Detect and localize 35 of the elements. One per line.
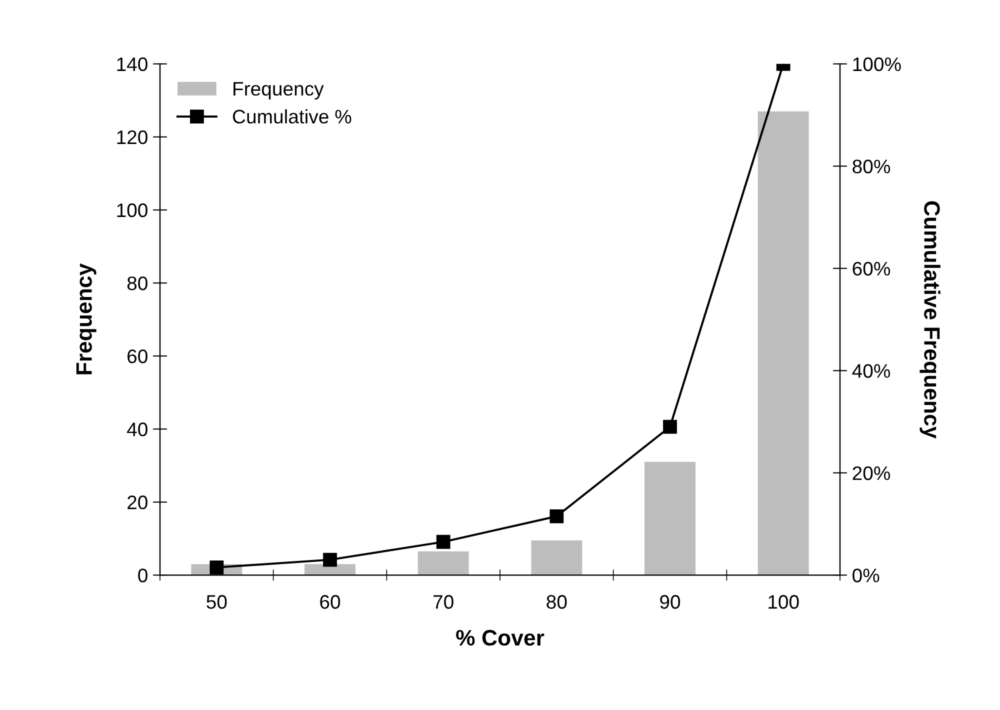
y-tick-label: 140 bbox=[117, 57, 148, 72]
bar bbox=[644, 462, 696, 576]
x-tick-label: 70 bbox=[434, 595, 454, 609]
y-tick-label: 40 bbox=[127, 422, 148, 436]
x-tick-label: 80 bbox=[546, 595, 567, 609]
point bbox=[663, 420, 677, 434]
x-axis-title: % Cover bbox=[456, 630, 544, 646]
y2-tick-label: 20% bbox=[852, 466, 890, 480]
y2-tick-label: 80% bbox=[852, 160, 890, 174]
point bbox=[210, 560, 224, 574]
y2-tick-label: 60% bbox=[852, 262, 890, 276]
x-tick-label: 100 bbox=[768, 595, 799, 609]
legend-label: Frequency bbox=[234, 82, 324, 100]
y2-tick-label: 0% bbox=[852, 568, 880, 582]
y-tick-label: 100 bbox=[117, 203, 148, 218]
y2-tick-label: 100% bbox=[853, 57, 901, 72]
bar bbox=[531, 540, 582, 576]
bar bbox=[758, 111, 809, 576]
x-tick-label: 60 bbox=[320, 595, 340, 609]
y-tick-label: 60 bbox=[128, 349, 148, 364]
x-tick-label: 90 bbox=[660, 595, 680, 609]
x-tick-label: 50 bbox=[206, 595, 227, 609]
legend-label: Cumulative % bbox=[232, 109, 352, 124]
y2-axis-title: Cumulative Frequency bbox=[920, 201, 940, 439]
y2-tick-label: 40% bbox=[852, 364, 890, 378]
y-tick-label: 0 bbox=[138, 568, 148, 582]
y-tick-label: 20 bbox=[128, 496, 148, 510]
point bbox=[323, 552, 337, 567]
y-axis-title: Frequency bbox=[76, 263, 96, 374]
point bbox=[550, 509, 564, 524]
bar bbox=[418, 551, 469, 576]
bar bbox=[304, 564, 356, 576]
point bbox=[436, 534, 450, 549]
y-tick-label: 80 bbox=[127, 276, 148, 290]
y-tick-label: 120 bbox=[117, 130, 148, 144]
